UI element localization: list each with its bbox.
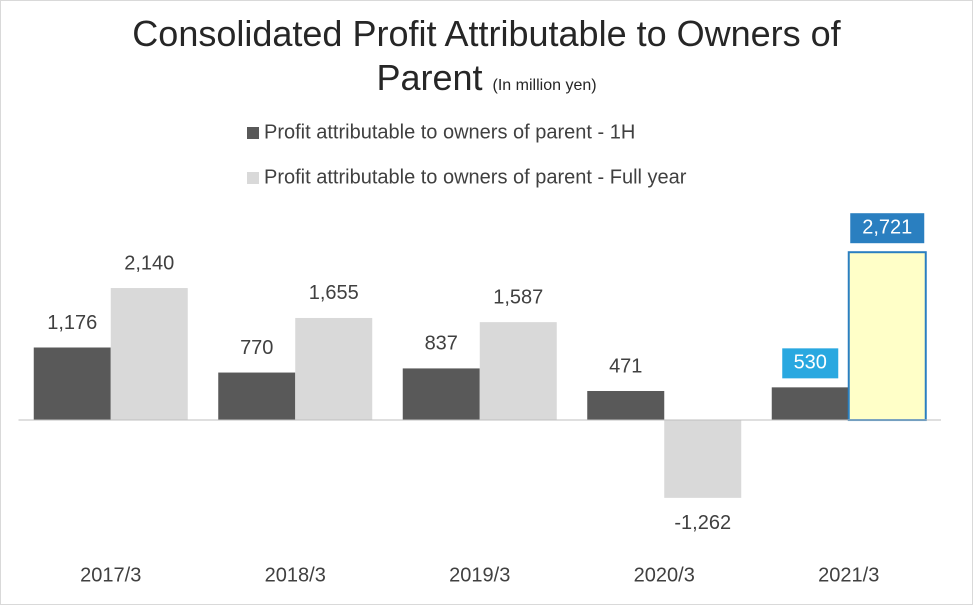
x-tick-label: 2018/3: [265, 564, 326, 586]
chart-title: Consolidated Profit Attributable to Owne…: [132, 13, 841, 98]
bar: [110, 288, 188, 421]
chart-title-block: Consolidated Profit Attributable to Owne…: [93, 12, 880, 108]
bar: [847, 251, 927, 422]
bar: [664, 420, 742, 498]
x-tick-label: 2020/3: [634, 564, 695, 586]
legend-swatch: [247, 172, 259, 184]
x-tick-label: 2019/3: [449, 564, 510, 586]
value-label: 471: [609, 355, 642, 377]
value-label: 2,140: [124, 252, 174, 274]
value-label-box: [782, 348, 839, 379]
value-label: 2,721: [862, 216, 912, 238]
bar: [479, 322, 557, 421]
x-tick-label: 2017/3: [80, 564, 141, 586]
bar: [771, 387, 849, 421]
value-label: 1,587: [493, 286, 543, 308]
x-tick-label: 2021/3: [818, 564, 879, 586]
legend-label: Profit attributable to owners of parent …: [264, 121, 635, 143]
legend-swatch: [247, 127, 259, 139]
value-label: 770: [240, 337, 273, 359]
value-label: 837: [425, 333, 458, 355]
bar: [33, 347, 111, 421]
bar: [218, 372, 296, 421]
chart-subtitle: (In million yen): [492, 77, 597, 94]
bar: [587, 390, 665, 421]
value-label: 1,176: [47, 312, 97, 334]
legend-label: Profit attributable to owners of parent …: [264, 166, 687, 188]
value-label-box: [850, 213, 925, 244]
value-label: 530: [794, 352, 827, 374]
bar: [402, 368, 480, 421]
bar: [295, 317, 373, 421]
value-label: -1,262: [674, 512, 731, 534]
value-label: 1,655: [309, 282, 359, 304]
